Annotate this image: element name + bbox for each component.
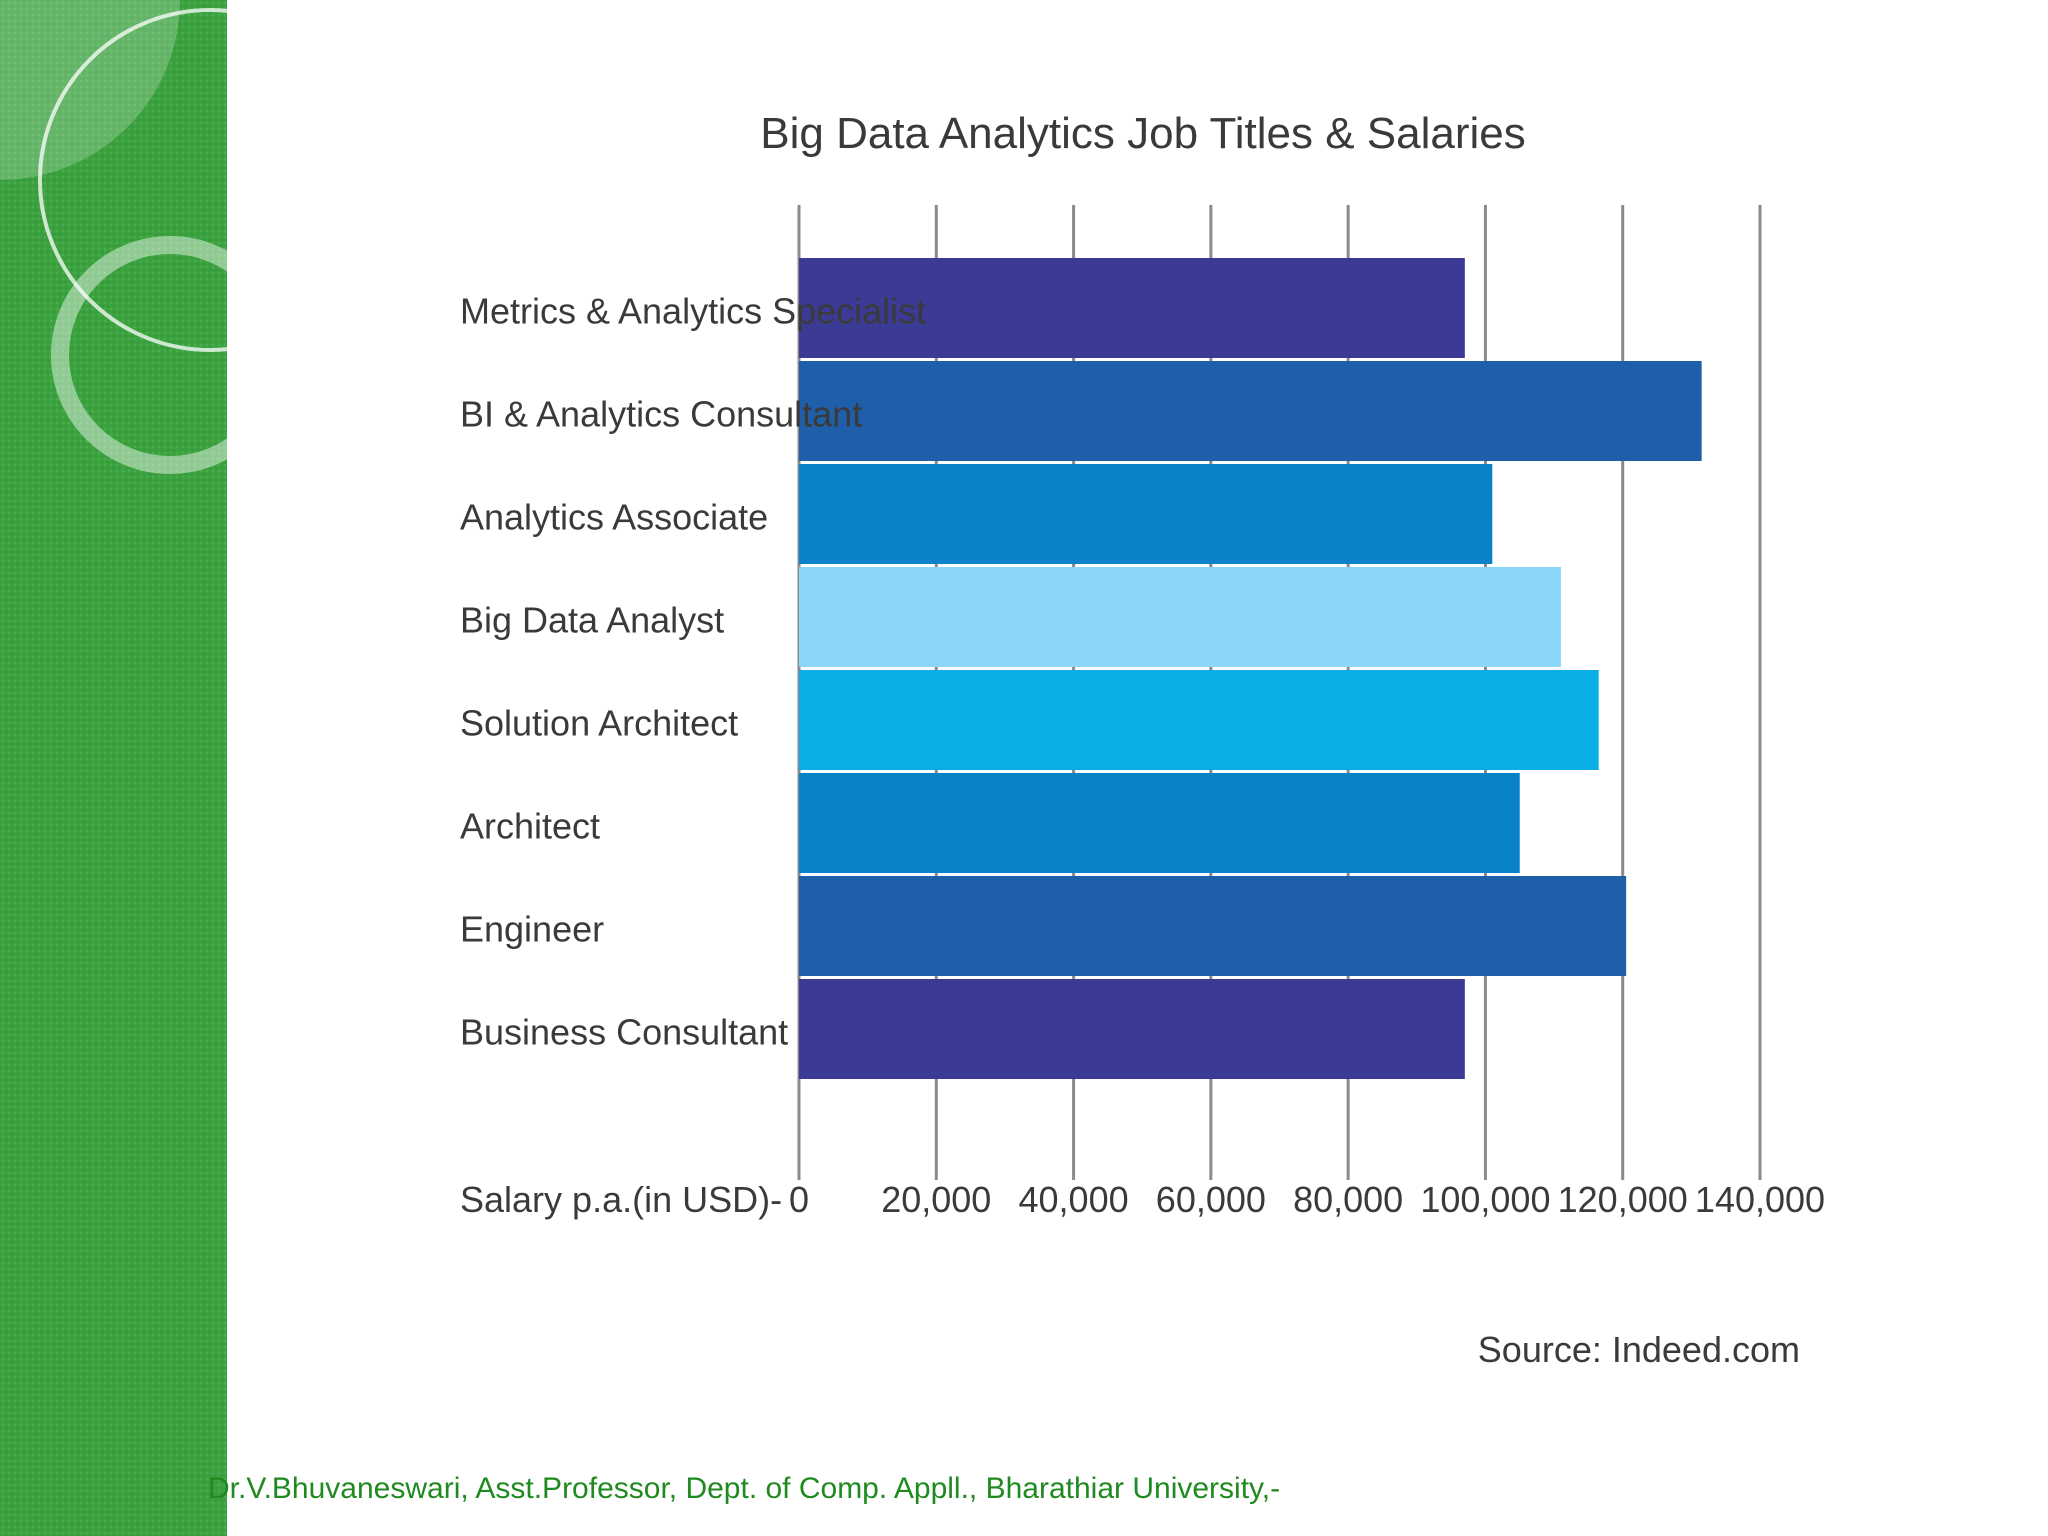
large-ring	[38, 8, 227, 352]
bar	[799, 361, 1702, 461]
category-label: Analytics Associate	[460, 497, 768, 538]
tick-labels: 0 20,000 40,000 60,000 80,000 100,000 120,000 1…	[789, 1179, 1825, 1220]
decorative-circles	[0, 0, 227, 474]
category-label: BI & Analytics Consultant	[460, 394, 862, 435]
bar	[799, 773, 1520, 873]
tick-label: 0	[789, 1179, 809, 1220]
category-label: Big Data Analyst	[460, 600, 724, 641]
bar	[799, 567, 1561, 667]
bar	[799, 258, 1465, 358]
bar	[799, 464, 1493, 564]
small-ring	[51, 236, 227, 474]
source-note: Source: Indeed.com	[1478, 1329, 1800, 1370]
tick-label: 100,000	[1420, 1179, 1550, 1220]
category-label: Engineer	[460, 909, 604, 950]
tick-label: 140,000	[1695, 1179, 1825, 1220]
tick-label: 40,000	[1019, 1179, 1129, 1220]
category-label: Metrics & Analytics Specialist	[460, 291, 926, 332]
tick-label: 120,000	[1558, 1179, 1688, 1220]
bar	[799, 670, 1599, 770]
bars	[799, 258, 1702, 1079]
category-label: Business Consultant	[460, 1012, 788, 1053]
sidebar-decoration	[0, 0, 227, 1536]
category-label: Architect	[460, 806, 600, 847]
chart-title: Big Data Analytics Job Titles & Salaries	[760, 109, 1525, 158]
footer-credit: Dr.V.Bhuvaneswari, Asst.Professor, Dept.…	[208, 1472, 1281, 1505]
bar	[799, 876, 1627, 976]
category-label: Solution Architect	[460, 703, 738, 744]
category-labels: Metrics & Analytics Specialist BI & Analy…	[460, 291, 926, 1053]
tick-label: 80,000	[1293, 1179, 1403, 1220]
x-axis-label: Salary p.a.(in USD)-	[460, 1179, 782, 1220]
tick-label: 20,000	[881, 1179, 991, 1220]
bar	[799, 979, 1465, 1079]
tick-label: 60,000	[1156, 1179, 1266, 1220]
